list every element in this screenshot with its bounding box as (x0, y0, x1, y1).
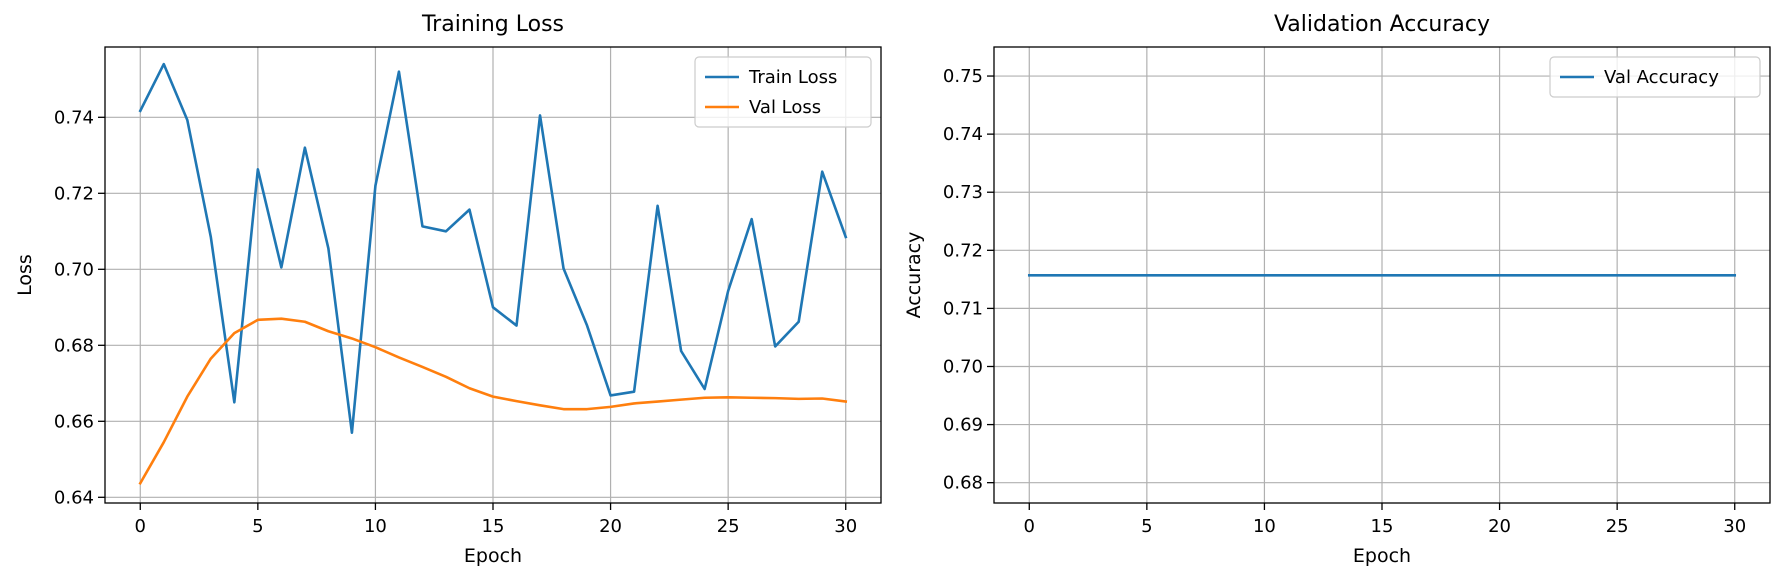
y-tick-label: 0.74 (943, 124, 983, 145)
legend-box (1549, 56, 1761, 98)
x-tick-label: 15 (1371, 516, 1394, 537)
legend-box (694, 56, 872, 128)
x-tick-label: 15 (482, 516, 505, 537)
x-tick-label: 25 (1606, 516, 1629, 537)
x-tick-label: 5 (1141, 516, 1152, 537)
x-tick-label: 30 (1723, 516, 1746, 537)
legend-validation-accuracy: Val Accuracy (1549, 56, 1761, 98)
x-tick-label: 30 (834, 516, 857, 537)
x-tick-label: 0 (1024, 516, 1035, 537)
y-tick-label: 0.74 (54, 107, 94, 128)
y-tick-label: 0.64 (54, 487, 94, 508)
x-tick-label: 20 (1488, 516, 1511, 537)
legend-entry: Val Accuracy (1604, 67, 1719, 88)
y-tick-label: 0.68 (943, 473, 983, 494)
y-tick-label: 0.73 (943, 182, 983, 203)
x-tick-label: 5 (252, 516, 263, 537)
y-tick-label: 0.66 (54, 411, 94, 432)
legend-entry: Train Loss (748, 67, 837, 88)
ticks-validation-accuracy: 0 5 10 15 20 25 30 0.68 0.69 0.70 0.71 0.72 0.73 0.74… (943, 66, 1746, 537)
y-axis-label-validation-accuracy: Accuracy (903, 232, 925, 319)
x-axis-label-training-loss: Epoch (464, 545, 522, 567)
x-tick-label: 25 (717, 516, 740, 537)
y-tick-label: 0.69 (943, 415, 983, 436)
series-layer-training-loss (138, 62, 848, 486)
chart-training-loss: 0 5 10 15 20 25 30 0.64 0.66 0.68 0.70 0.72 0.74 Tra… (14, 12, 882, 567)
chart-validation-accuracy: 0 5 10 15 20 25 30 0.68 0.69 0.70 0.71 0.72 0.73 0.74… (903, 12, 1771, 567)
y-tick-label: 0.72 (943, 240, 983, 261)
y-tick-label: 0.71 (943, 298, 983, 319)
legend-training-loss: Train Loss Val Loss (694, 56, 872, 128)
y-tick-label: 0.75 (943, 66, 983, 87)
chart-title-validation-accuracy: Validation Accuracy (1274, 12, 1490, 37)
x-axis-label-validation-accuracy: Epoch (1353, 545, 1411, 567)
x-tick-label: 20 (599, 516, 622, 537)
ticks-training-loss: 0 5 10 15 20 25 30 0.64 0.66 0.68 0.70 0.72 0.74 (54, 107, 857, 537)
legend-entry: Val Loss (749, 97, 821, 118)
chart-title-training-loss: Training Loss (421, 12, 564, 37)
x-tick-label: 10 (364, 516, 387, 537)
y-tick-label: 0.68 (54, 335, 94, 356)
series-line-val-loss (138, 317, 848, 486)
y-tick-label: 0.70 (943, 356, 983, 377)
y-tick-label: 0.70 (54, 259, 94, 280)
x-tick-label: 0 (135, 516, 146, 537)
y-tick-label: 0.72 (54, 183, 94, 204)
series-line-train-loss (138, 62, 848, 435)
x-tick-label: 10 (1253, 516, 1276, 537)
y-axis-label-training-loss: Loss (14, 254, 36, 296)
